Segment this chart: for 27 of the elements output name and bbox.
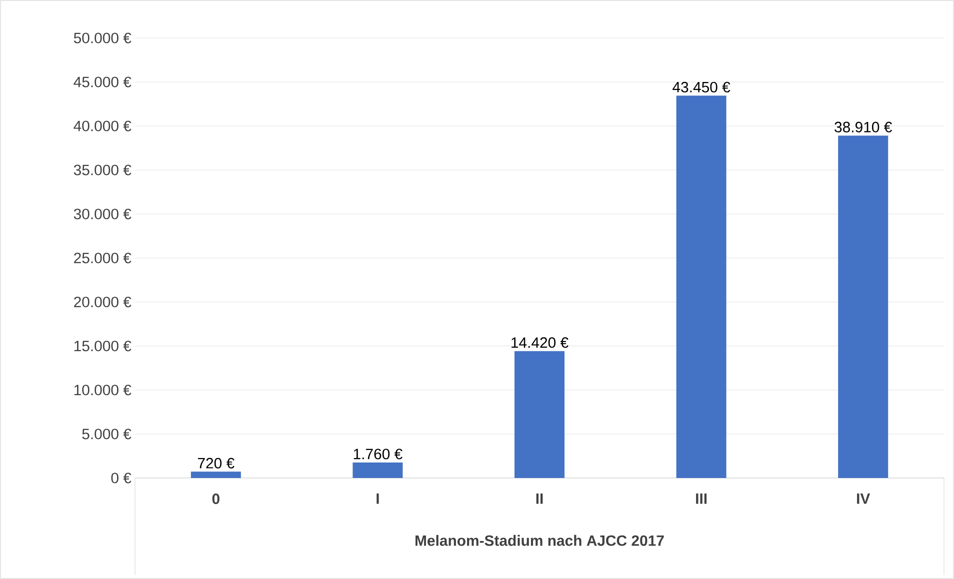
x-tick-label: IV	[857, 494, 870, 504]
y-tick-label: 25.000 €	[74, 252, 132, 264]
x-tick-label: III	[696, 494, 707, 504]
bar	[838, 136, 888, 478]
bar	[514, 351, 565, 478]
bar	[190, 472, 241, 478]
data-label: 720 €	[198, 458, 234, 468]
y-tick-label: 30.000 €	[74, 208, 132, 220]
x-tick-label: 0	[212, 494, 220, 504]
y-tick-label: 50.000 €	[74, 32, 132, 44]
bar	[676, 96, 726, 478]
y-tick-label: 35.000 €	[74, 164, 132, 176]
x-tick-label: I	[376, 494, 379, 504]
x-axis-title: Melanom-Stadium nach AJCC 2017	[416, 534, 664, 546]
y-tick-label: 0 €	[111, 472, 132, 484]
data-label: 14.420 €	[512, 337, 568, 348]
y-tick-label: 45.000 €	[74, 76, 132, 88]
y-tick-label: 10.000 €	[74, 384, 132, 396]
bar	[352, 462, 403, 478]
data-label: 1.760 €	[354, 448, 402, 460]
y-tick-label: 15.000 €	[74, 340, 132, 352]
y-tick-label: 5.000 €	[82, 428, 132, 440]
y-tick-label: 20.000 €	[74, 296, 132, 308]
y-tick-label: 40.000 €	[74, 120, 132, 132]
x-tick-label: II	[536, 494, 543, 504]
data-label: 43.450 €	[672, 82, 730, 92]
data-label: 38.910 €	[834, 122, 892, 132]
